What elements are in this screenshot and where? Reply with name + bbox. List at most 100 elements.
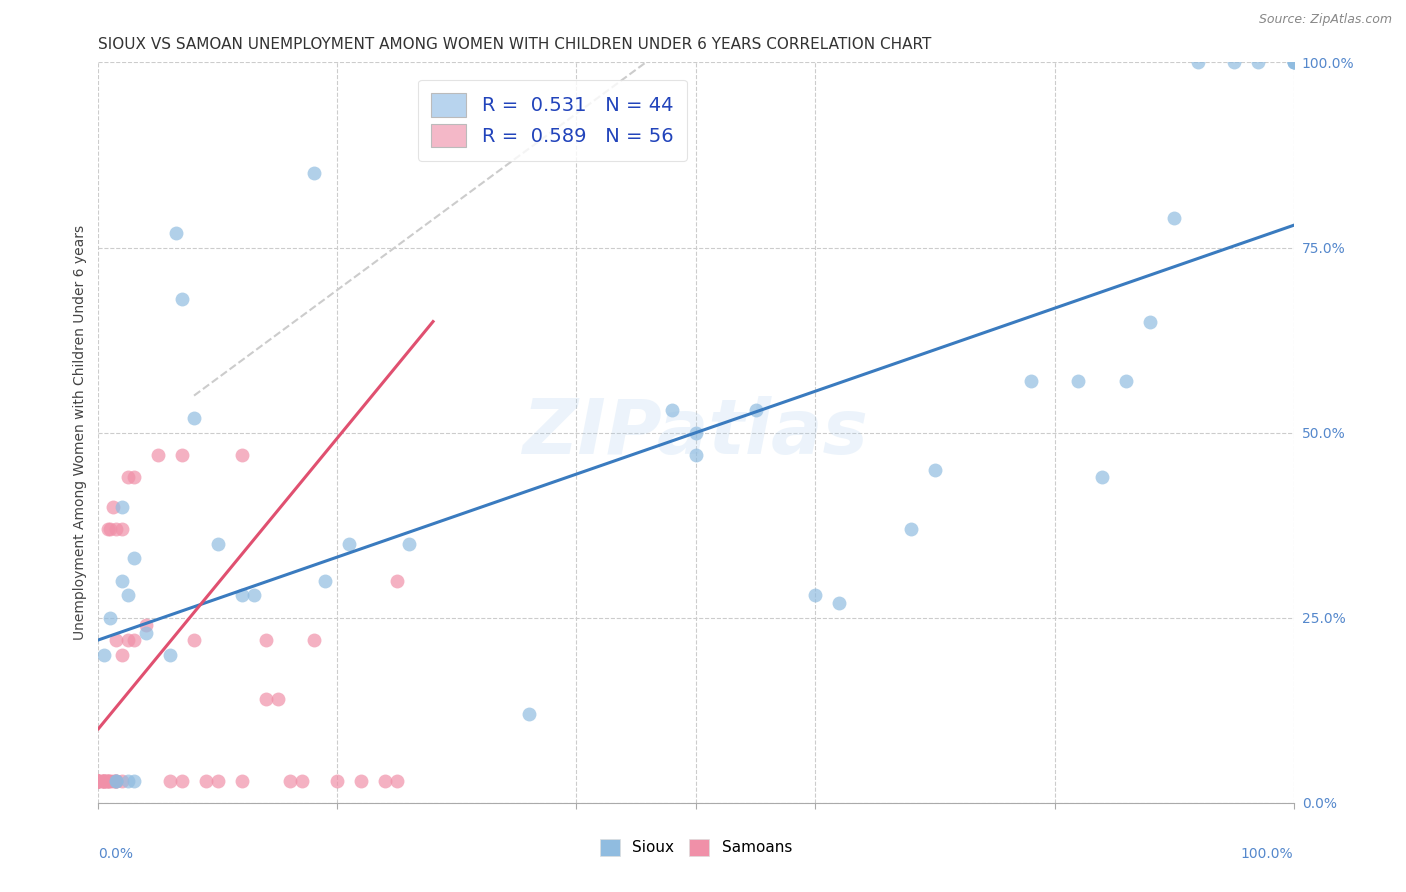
Point — [96, 773, 118, 788]
Point — [105, 522, 128, 536]
Legend: Sioux, Samoans: Sioux, Samoans — [593, 833, 799, 862]
Point — [326, 773, 349, 788]
Point — [105, 773, 128, 788]
Point — [117, 773, 139, 788]
Point — [1019, 374, 1042, 388]
Point — [172, 773, 194, 788]
Point — [93, 773, 115, 788]
Point — [183, 410, 205, 425]
Point — [267, 692, 290, 706]
Point — [302, 166, 325, 180]
Point — [98, 610, 122, 624]
Point — [385, 773, 409, 788]
Point — [924, 462, 946, 476]
Point — [148, 448, 170, 462]
Point — [254, 632, 277, 647]
Point — [291, 773, 314, 788]
Point — [828, 596, 851, 610]
Point — [1282, 55, 1305, 70]
Point — [135, 625, 157, 640]
Point — [93, 773, 115, 788]
Point — [105, 773, 128, 788]
Point — [97, 522, 120, 536]
Point — [101, 773, 124, 788]
Text: SIOUX VS SAMOAN UNEMPLOYMENT AMONG WOMEN WITH CHILDREN UNDER 6 YEARS CORRELATION: SIOUX VS SAMOAN UNEMPLOYMENT AMONG WOMEN… — [98, 37, 932, 52]
Point — [315, 574, 337, 588]
Point — [685, 425, 707, 440]
Point — [900, 522, 922, 536]
Point — [1115, 374, 1137, 388]
Point — [745, 403, 768, 417]
Point — [97, 773, 120, 788]
Point — [87, 773, 110, 788]
Point — [195, 773, 218, 788]
Point — [96, 773, 118, 788]
Point — [111, 500, 134, 514]
Point — [87, 773, 110, 788]
Point — [124, 632, 146, 647]
Point — [165, 226, 187, 240]
Point — [159, 773, 181, 788]
Point — [207, 773, 229, 788]
Point — [87, 773, 110, 788]
Point — [1091, 470, 1114, 484]
Point — [207, 536, 229, 550]
Point — [91, 773, 114, 788]
Text: 0.0%: 0.0% — [98, 847, 134, 861]
Point — [111, 773, 134, 788]
Text: Source: ZipAtlas.com: Source: ZipAtlas.com — [1258, 13, 1392, 27]
Point — [87, 773, 110, 788]
Point — [105, 632, 128, 647]
Point — [517, 706, 540, 721]
Point — [93, 648, 115, 662]
Point — [98, 773, 122, 788]
Point — [661, 403, 683, 417]
Point — [231, 448, 253, 462]
Point — [87, 773, 110, 788]
Point — [231, 773, 253, 788]
Point — [172, 293, 194, 307]
Point — [1282, 55, 1305, 70]
Point — [111, 574, 134, 588]
Point — [124, 773, 146, 788]
Point — [1282, 55, 1305, 70]
Point — [1067, 374, 1090, 388]
Point — [1187, 55, 1209, 70]
Point — [93, 773, 115, 788]
Y-axis label: Unemployment Among Women with Children Under 6 years: Unemployment Among Women with Children U… — [73, 225, 87, 640]
Point — [135, 618, 157, 632]
Point — [105, 773, 128, 788]
Point — [804, 589, 827, 603]
Point — [117, 589, 139, 603]
Point — [278, 773, 301, 788]
Point — [339, 536, 361, 550]
Point — [374, 773, 396, 788]
Point — [93, 773, 115, 788]
Point — [124, 470, 146, 484]
Point — [111, 522, 134, 536]
Point — [98, 773, 121, 788]
Point — [350, 773, 373, 788]
Point — [117, 632, 139, 647]
Point — [87, 773, 110, 788]
Point — [243, 589, 266, 603]
Text: 100.0%: 100.0% — [1241, 847, 1294, 861]
Point — [159, 648, 181, 662]
Point — [87, 773, 110, 788]
Point — [111, 648, 134, 662]
Point — [398, 536, 420, 550]
Text: ZIPatlas: ZIPatlas — [523, 396, 869, 469]
Point — [1139, 314, 1161, 328]
Point — [1282, 55, 1305, 70]
Point — [91, 773, 114, 788]
Point — [124, 551, 146, 566]
Point — [101, 500, 124, 514]
Point — [183, 632, 205, 647]
Point — [685, 448, 707, 462]
Point — [1223, 55, 1246, 70]
Point — [1163, 211, 1185, 225]
Point — [254, 692, 277, 706]
Point — [302, 632, 325, 647]
Point — [172, 448, 194, 462]
Point — [231, 589, 253, 603]
